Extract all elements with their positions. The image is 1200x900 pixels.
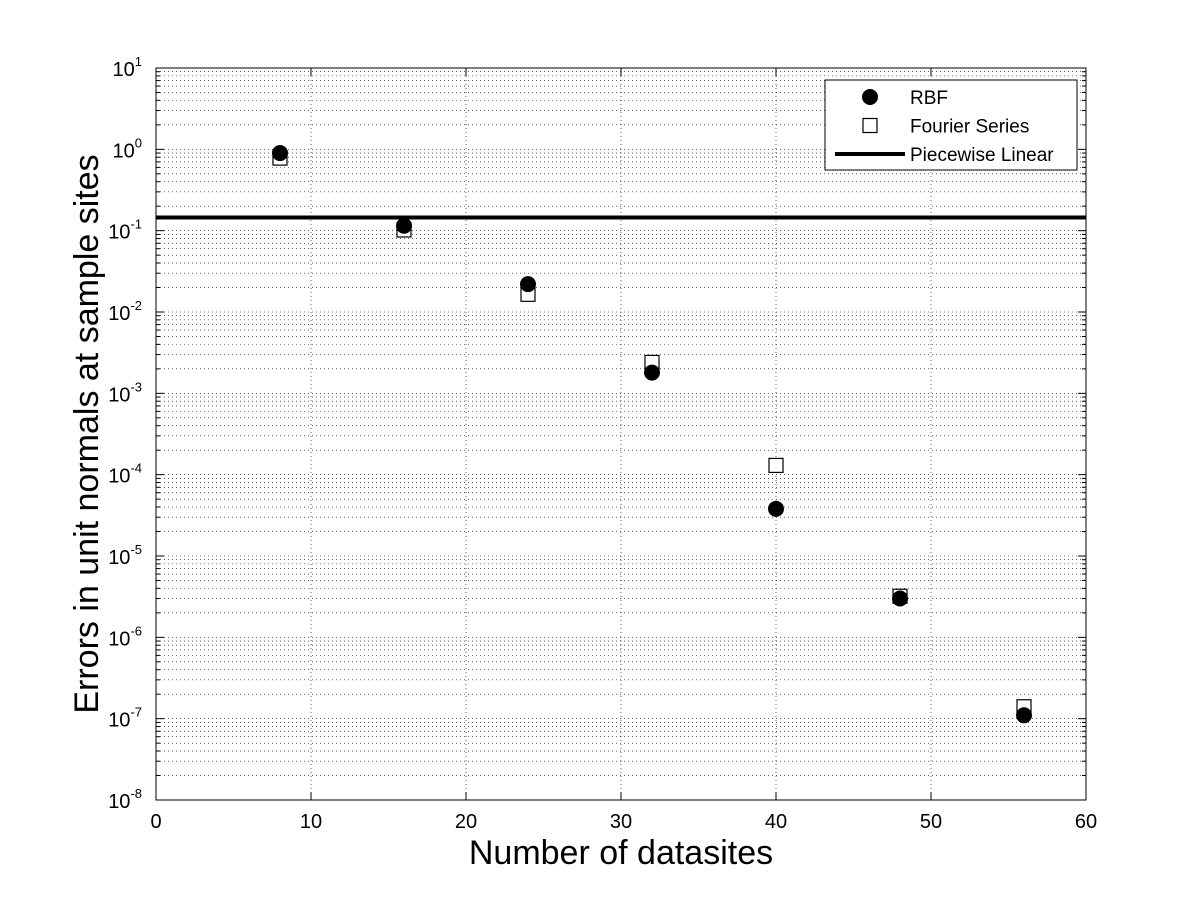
x-axis-label: Number of datasites xyxy=(469,834,773,872)
legend-label-rbf: RBF xyxy=(910,88,948,109)
y-tick-label: 101 xyxy=(113,54,142,81)
rbf-point xyxy=(272,145,288,162)
x-tick-label: 10 xyxy=(300,811,322,833)
rbf-point xyxy=(644,364,660,381)
legend-marker-rbf xyxy=(862,89,878,105)
legend-marker-fourier-series xyxy=(862,117,878,134)
y-tick-label: 10-8 xyxy=(108,786,142,813)
y-tick-label: 100 xyxy=(113,135,142,162)
y-tick-label: 10-7 xyxy=(108,705,142,732)
y-tick-label: 10-3 xyxy=(108,379,142,406)
plot-data xyxy=(156,145,1086,724)
rbf-point xyxy=(520,276,536,293)
y-tick-label: 10-6 xyxy=(108,623,142,650)
legend-label-fourier-series: Fourier Series xyxy=(910,117,1029,138)
x-tick-label: 40 xyxy=(765,811,787,833)
y-tick-label: 10-2 xyxy=(108,298,142,325)
rbf-point xyxy=(892,590,908,607)
grid xyxy=(156,68,1086,800)
x-tick-label: 60 xyxy=(1075,811,1097,833)
legend-label-piecewise-linear: Piecewise Linear xyxy=(910,145,1054,166)
y-axis-label: Errors in unit normals at sample sites xyxy=(68,154,106,713)
rbf-point xyxy=(396,217,412,234)
fourier-series-point xyxy=(768,457,784,473)
y-tick-label: 10-5 xyxy=(108,542,142,569)
legend: RBF Fourier Series Piecewise Linear xyxy=(824,79,1078,171)
y-tick-label: 10-1 xyxy=(108,217,142,244)
x-tick-label: 20 xyxy=(455,811,477,833)
rbf-point xyxy=(768,500,784,517)
ticks: 0 10 20 30 40 50 60 10-8 10-7 10-6 10-5 10-4 10-3 10-… xyxy=(108,54,1097,833)
x-tick-label: 30 xyxy=(610,811,632,833)
x-tick-label: 0 xyxy=(150,811,161,833)
y-tick-label: 10-4 xyxy=(108,461,142,488)
rbf-point xyxy=(1016,707,1032,724)
axes-box xyxy=(155,67,1087,801)
x-tick-label: 50 xyxy=(920,811,942,833)
